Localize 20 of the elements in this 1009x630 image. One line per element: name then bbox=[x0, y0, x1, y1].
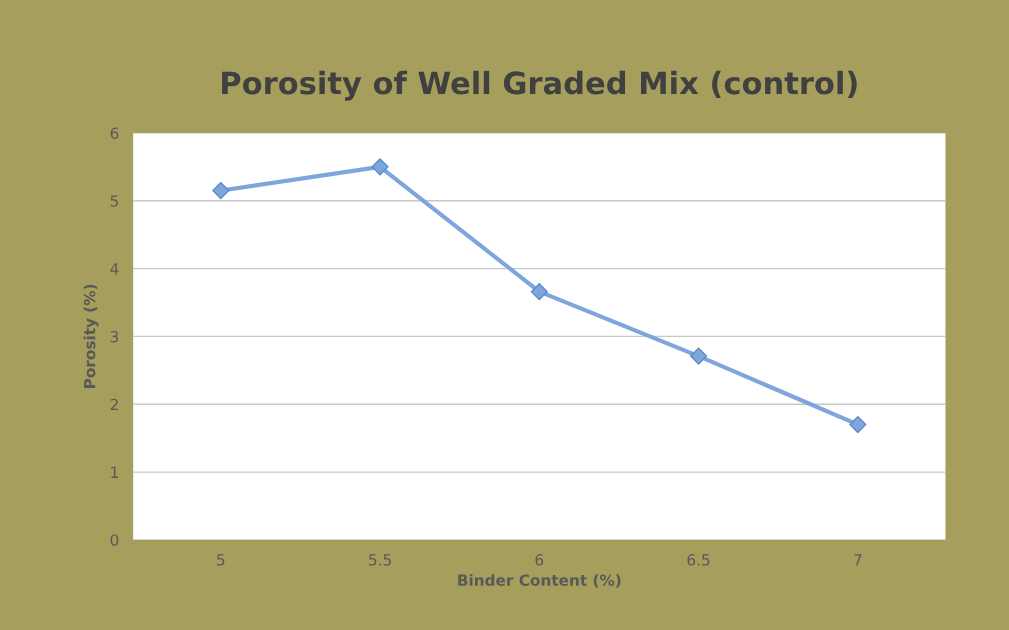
x-tick-label: 6 bbox=[535, 554, 544, 566]
point bbox=[371, 158, 389, 176]
x-tick-label: 5 bbox=[217, 554, 225, 566]
y-tick-label: 2 bbox=[110, 398, 118, 411]
point bbox=[690, 347, 708, 365]
y-axis-title: Porosity (%) bbox=[83, 284, 99, 388]
point bbox=[849, 416, 867, 434]
y-tick-label: 1 bbox=[111, 466, 118, 478]
y-tick-label: 6 bbox=[110, 127, 119, 139]
x-tick-label: 7 bbox=[854, 554, 862, 566]
y-tick-label: 0 bbox=[110, 534, 119, 546]
point bbox=[530, 283, 548, 301]
y-tick-label: 4 bbox=[110, 263, 119, 275]
x-tick-label: 5.5 bbox=[369, 554, 391, 566]
y-tick-label: 5 bbox=[110, 195, 118, 207]
x-axis-title: Binder Content (%) bbox=[458, 574, 621, 588]
x-tick-label: 6.5 bbox=[687, 554, 710, 566]
point bbox=[212, 182, 230, 200]
y-tick-label: 3 bbox=[110, 330, 119, 343]
chart-title: Porosity of Well Graded Mix (control) bbox=[222, 70, 857, 101]
